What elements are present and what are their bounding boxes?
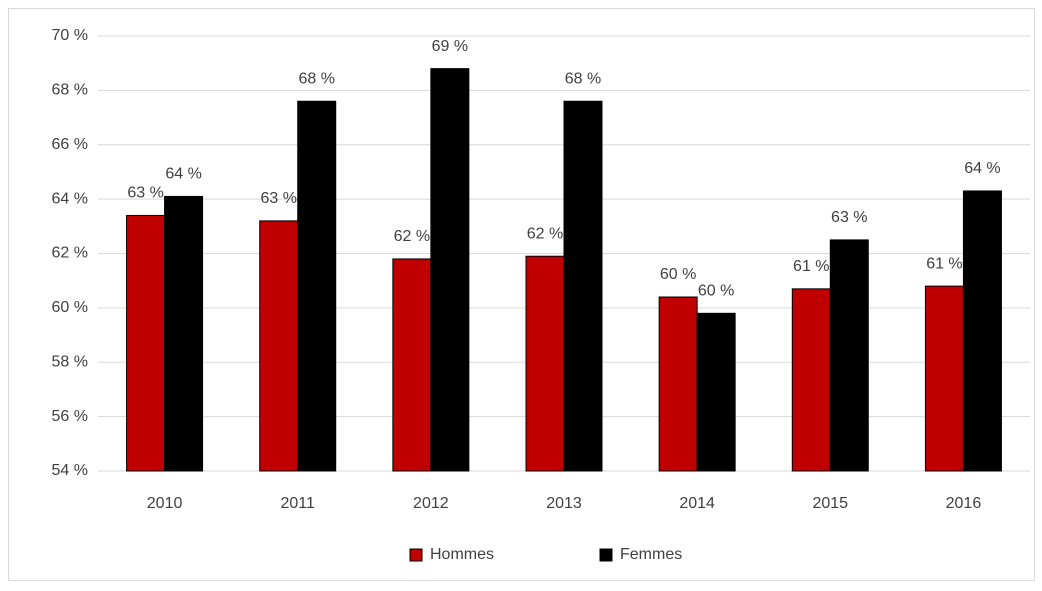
bar	[126, 214, 166, 472]
value-label: 62 %	[527, 225, 563, 242]
value-label: 64 %	[165, 166, 201, 183]
bar	[696, 312, 736, 472]
value-label: 60 %	[698, 283, 734, 300]
bar	[164, 195, 204, 472]
bar	[259, 220, 299, 472]
legend-swatch	[409, 548, 423, 562]
bar	[791, 288, 831, 472]
value-label: 63 %	[127, 185, 163, 202]
bar	[924, 285, 964, 472]
value-label: 69 %	[432, 38, 468, 55]
bar	[392, 258, 432, 472]
x-tick-label: 2010	[147, 495, 183, 512]
legend-label: Hommes	[430, 546, 494, 563]
value-label: 63 %	[260, 190, 296, 207]
value-label: 60 %	[660, 266, 696, 283]
x-tick-label: 2011	[281, 495, 316, 512]
y-tick-label: 68 %	[52, 82, 88, 99]
y-tick-label: 54 %	[52, 462, 88, 479]
x-tick-label: 2013	[546, 495, 582, 512]
y-tick-label: 60 %	[52, 299, 88, 316]
value-label: 61 %	[926, 255, 962, 272]
bar	[658, 296, 698, 472]
y-tick-label: 66 %	[52, 136, 88, 153]
value-label: 68 %	[298, 70, 334, 87]
bar	[829, 239, 869, 472]
y-tick-label: 64 %	[52, 190, 88, 207]
bar	[525, 255, 565, 472]
x-tick-label: 2014	[679, 495, 715, 512]
value-label: 61 %	[793, 258, 829, 275]
legend-swatch	[599, 548, 613, 562]
bar	[962, 190, 1002, 472]
x-tick-label: 2016	[946, 495, 982, 512]
value-label: 62 %	[394, 228, 430, 245]
value-label: 63 %	[831, 209, 867, 226]
bar	[297, 100, 337, 472]
x-tick-label: 2015	[812, 495, 848, 512]
y-tick-label: 70 %	[52, 27, 88, 44]
value-label: 68 %	[565, 70, 601, 87]
x-tick-label: 2012	[413, 495, 449, 512]
y-tick-label: 58 %	[52, 353, 88, 370]
bar	[430, 68, 470, 472]
y-tick-label: 62 %	[52, 245, 88, 262]
bar	[563, 100, 603, 472]
value-label: 64 %	[964, 160, 1000, 177]
y-tick-label: 56 %	[52, 408, 88, 425]
legend-label: Femmes	[620, 546, 682, 563]
